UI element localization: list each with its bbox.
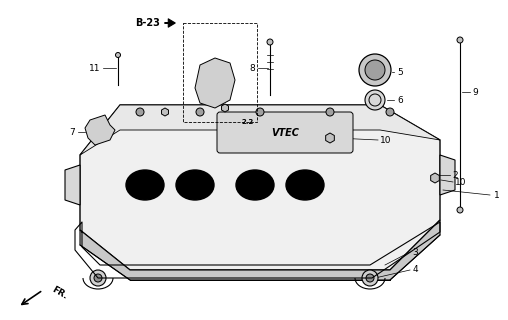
Ellipse shape — [300, 181, 310, 189]
Polygon shape — [80, 105, 440, 155]
Ellipse shape — [176, 170, 214, 200]
Ellipse shape — [250, 181, 260, 189]
Polygon shape — [162, 108, 169, 116]
Polygon shape — [80, 220, 440, 280]
Circle shape — [326, 108, 334, 116]
Text: 2.2: 2.2 — [242, 119, 254, 125]
Polygon shape — [431, 173, 439, 183]
Polygon shape — [195, 58, 235, 108]
Ellipse shape — [136, 178, 154, 192]
Text: VTEC: VTEC — [271, 128, 299, 138]
Text: B-23: B-23 — [136, 18, 161, 28]
Text: 11: 11 — [88, 63, 100, 73]
Text: 2: 2 — [452, 171, 458, 180]
Circle shape — [359, 54, 391, 86]
Polygon shape — [440, 155, 455, 195]
Ellipse shape — [241, 174, 269, 196]
Text: 9: 9 — [472, 87, 478, 97]
Ellipse shape — [286, 170, 324, 200]
Circle shape — [163, 110, 167, 114]
Ellipse shape — [246, 178, 264, 192]
Circle shape — [256, 108, 264, 116]
Circle shape — [267, 39, 273, 45]
Polygon shape — [65, 165, 80, 205]
Circle shape — [365, 60, 385, 80]
Polygon shape — [326, 133, 334, 143]
Text: 10: 10 — [455, 178, 466, 187]
Polygon shape — [221, 104, 229, 112]
Circle shape — [457, 37, 463, 43]
Text: 3: 3 — [412, 247, 418, 257]
Circle shape — [209, 79, 221, 91]
Circle shape — [90, 270, 106, 286]
Ellipse shape — [296, 178, 314, 192]
Circle shape — [362, 270, 378, 286]
Text: 7: 7 — [69, 127, 75, 137]
Ellipse shape — [126, 170, 164, 200]
Text: 6: 6 — [397, 95, 403, 105]
Circle shape — [136, 108, 144, 116]
Circle shape — [386, 108, 394, 116]
Circle shape — [432, 175, 437, 180]
Ellipse shape — [291, 174, 319, 196]
Ellipse shape — [131, 174, 159, 196]
Circle shape — [366, 274, 374, 282]
FancyBboxPatch shape — [217, 112, 353, 153]
Ellipse shape — [140, 181, 150, 189]
Text: 5: 5 — [397, 68, 403, 76]
Polygon shape — [80, 105, 440, 270]
Circle shape — [115, 52, 120, 58]
Circle shape — [365, 90, 385, 110]
Text: 1: 1 — [494, 190, 500, 199]
Text: 10: 10 — [380, 135, 392, 145]
Text: 4: 4 — [412, 266, 418, 275]
Ellipse shape — [190, 181, 200, 189]
Ellipse shape — [236, 170, 274, 200]
Circle shape — [223, 106, 227, 110]
Ellipse shape — [186, 178, 204, 192]
Circle shape — [457, 207, 463, 213]
Text: FR.: FR. — [50, 285, 69, 301]
Circle shape — [95, 127, 105, 137]
Text: 8: 8 — [249, 63, 255, 73]
Circle shape — [94, 274, 102, 282]
Circle shape — [196, 108, 204, 116]
Circle shape — [328, 135, 333, 140]
FancyArrowPatch shape — [165, 19, 175, 27]
Polygon shape — [85, 115, 115, 145]
Ellipse shape — [181, 174, 209, 196]
